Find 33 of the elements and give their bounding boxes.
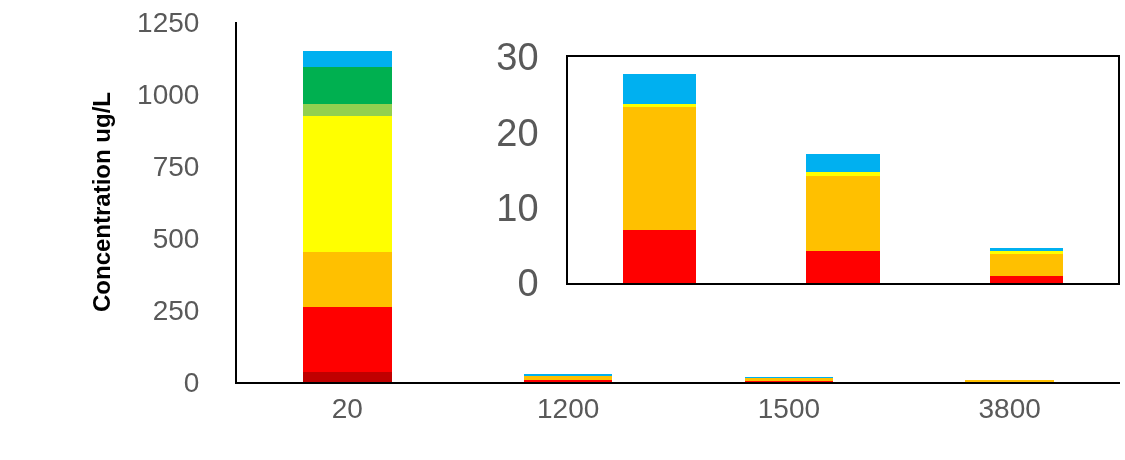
bar — [303, 66, 392, 105]
y-tick-label: 500 — [152, 222, 200, 254]
bar — [303, 307, 392, 372]
x-tick-label: 1500 — [757, 392, 821, 424]
bar — [623, 230, 697, 283]
bar — [989, 276, 1063, 283]
bar — [523, 379, 613, 382]
y-tick-label: 250 — [152, 294, 200, 326]
y-tick-label: 10 — [496, 186, 539, 229]
y-tick-label: 1250 — [137, 6, 200, 38]
bar — [989, 253, 1063, 277]
y-tick-label: 20 — [496, 111, 539, 154]
bar — [806, 251, 880, 283]
y-tick-label: 1000 — [137, 78, 200, 110]
y-tick-label: 0 — [183, 366, 200, 398]
bar — [989, 251, 1063, 254]
bar — [806, 154, 880, 173]
bar — [303, 104, 392, 117]
bar — [303, 252, 392, 308]
bar — [623, 107, 697, 231]
bar — [303, 371, 392, 382]
x-tick-label: 20 — [331, 392, 363, 424]
y-tick-label: 30 — [496, 36, 539, 79]
bar — [806, 172, 880, 177]
bar — [806, 176, 880, 252]
y-tick-label: 0 — [517, 262, 539, 305]
x-tick-label: 1200 — [536, 392, 600, 424]
x-tick-label: 3800 — [978, 392, 1041, 424]
y-tick-label: 750 — [152, 150, 200, 182]
bar — [303, 51, 392, 67]
y-axis-title: Concentration ug/L — [87, 92, 115, 312]
bar — [623, 74, 697, 104]
bar — [303, 116, 392, 253]
